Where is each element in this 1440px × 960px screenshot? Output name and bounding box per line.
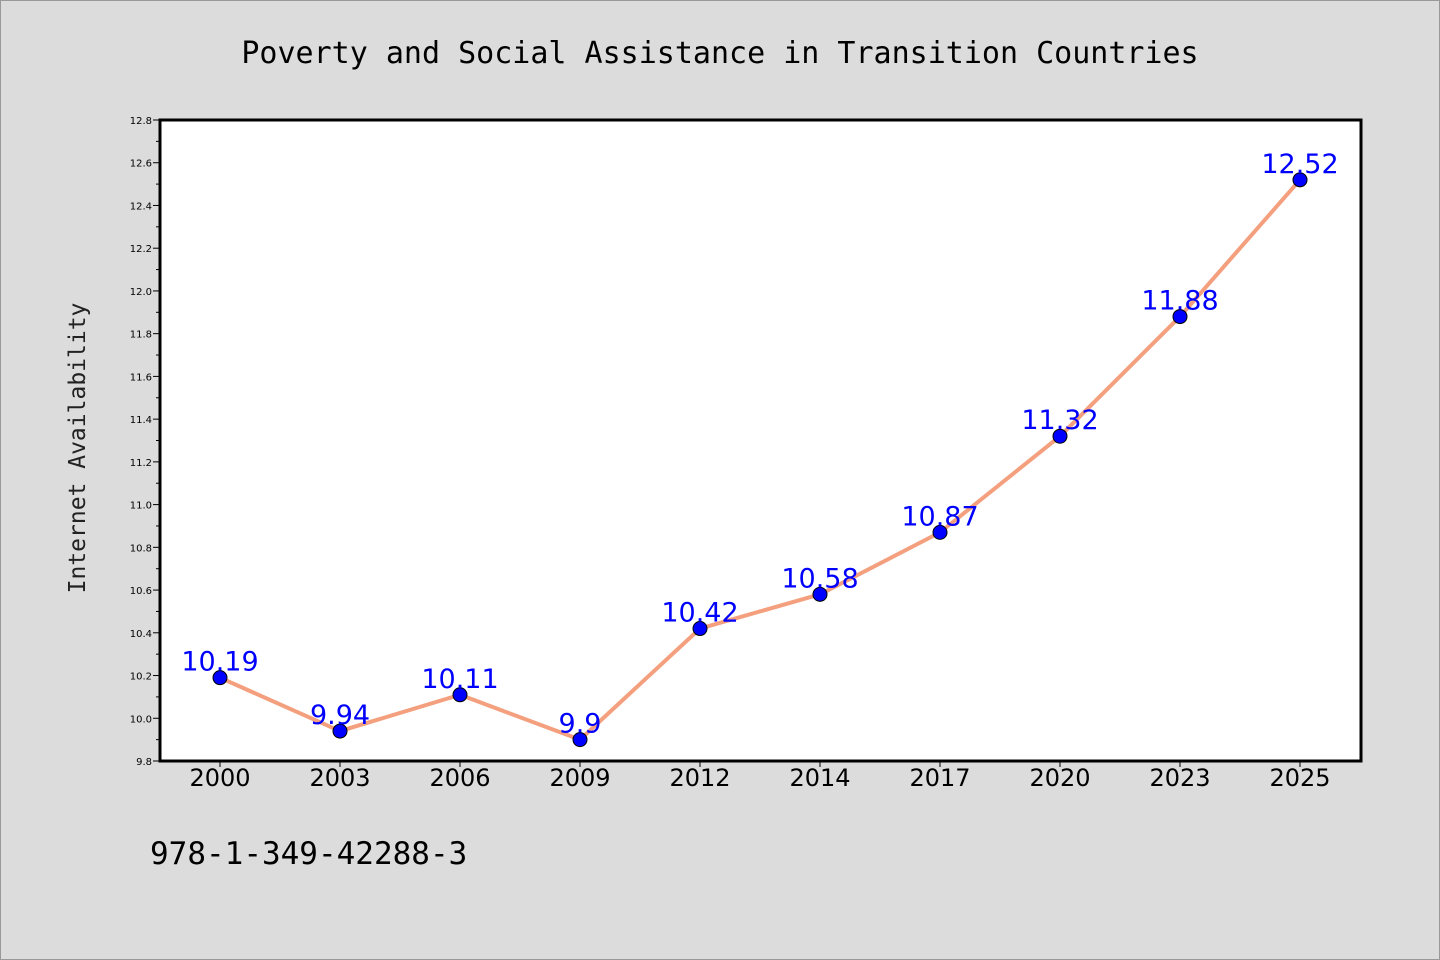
y-axis: 9.8 10.0 10.2 10.4 10.6 10.8 11.0 11.2 11.4 11.6 1… xyxy=(130,116,160,768)
x-tick-label: 2006 xyxy=(429,764,490,792)
data-label: 10.19 xyxy=(181,647,258,678)
y-tick-label: 12.4 xyxy=(130,201,152,212)
footer-isbn: 978-1-349-42288-3 xyxy=(150,836,467,872)
x-tick-label: 2003 xyxy=(309,764,370,792)
data-label: 9.94 xyxy=(310,700,370,731)
data-label: 9.9 xyxy=(559,709,602,740)
data-label: 12.52 xyxy=(1261,149,1338,180)
y-tick-label: 11.6 xyxy=(130,372,152,383)
y-tick-label: 10.2 xyxy=(130,672,152,683)
y-axis-label: Internet Availability xyxy=(65,303,91,594)
series-layer xyxy=(212,172,1308,748)
data-point xyxy=(1052,428,1068,444)
y-tick-label: 10.4 xyxy=(130,629,152,640)
x-tick-label: 2025 xyxy=(1269,764,1330,792)
x-tick-label: 2012 xyxy=(669,764,730,792)
data-label: 10.58 xyxy=(781,563,858,594)
data-point xyxy=(1292,172,1308,188)
y-tick-label: 11.4 xyxy=(130,415,152,426)
data-label-layer: 10.19 9.94 10.11 9.9 10.42 10.58 10.87 11.32 11.… xyxy=(181,149,1338,740)
y-tick-label: 11.0 xyxy=(130,501,152,512)
data-point xyxy=(572,732,588,748)
data-point xyxy=(212,670,228,686)
y-tick-label: 9.8 xyxy=(136,757,152,768)
data-point xyxy=(452,687,468,703)
y-tick-label: 12.0 xyxy=(130,287,152,298)
data-point xyxy=(812,586,828,602)
data-point xyxy=(932,524,948,540)
y-tick-label: 10.0 xyxy=(130,714,152,725)
y-tick-label: 10.6 xyxy=(130,586,152,597)
y-tick-label: 12.8 xyxy=(130,116,152,127)
x-tick-label: 2000 xyxy=(189,764,250,792)
x-tick-label: 2009 xyxy=(549,764,610,792)
y-tick-label: 11.2 xyxy=(130,458,152,469)
y-tick-label: 12.2 xyxy=(130,244,152,255)
data-label: 10.11 xyxy=(421,664,498,695)
x-tick-label: 2017 xyxy=(909,764,970,792)
chart-title: Poverty and Social Assistance in Transit… xyxy=(241,36,1198,71)
data-label: 11.32 xyxy=(1021,405,1098,436)
x-tick-label: 2023 xyxy=(1149,764,1210,792)
x-tick-label: 2014 xyxy=(789,764,850,792)
data-label: 10.42 xyxy=(661,598,738,629)
x-axis: 2000 2003 2006 2009 2012 2014 2017 2020 2023 2025 xyxy=(189,761,1331,792)
x-tick-label: 2020 xyxy=(1029,764,1090,792)
data-label: 10.87 xyxy=(901,501,978,532)
data-point xyxy=(332,723,348,739)
data-point xyxy=(1172,309,1188,325)
series-line xyxy=(219,178,1302,742)
data-point xyxy=(692,621,708,637)
data-label: 11.88 xyxy=(1141,286,1218,317)
y-tick-label: 11.8 xyxy=(130,330,152,341)
y-tick-label: 10.8 xyxy=(130,543,152,554)
plot-area xyxy=(158,118,1363,763)
y-tick-label: 12.6 xyxy=(130,159,152,170)
